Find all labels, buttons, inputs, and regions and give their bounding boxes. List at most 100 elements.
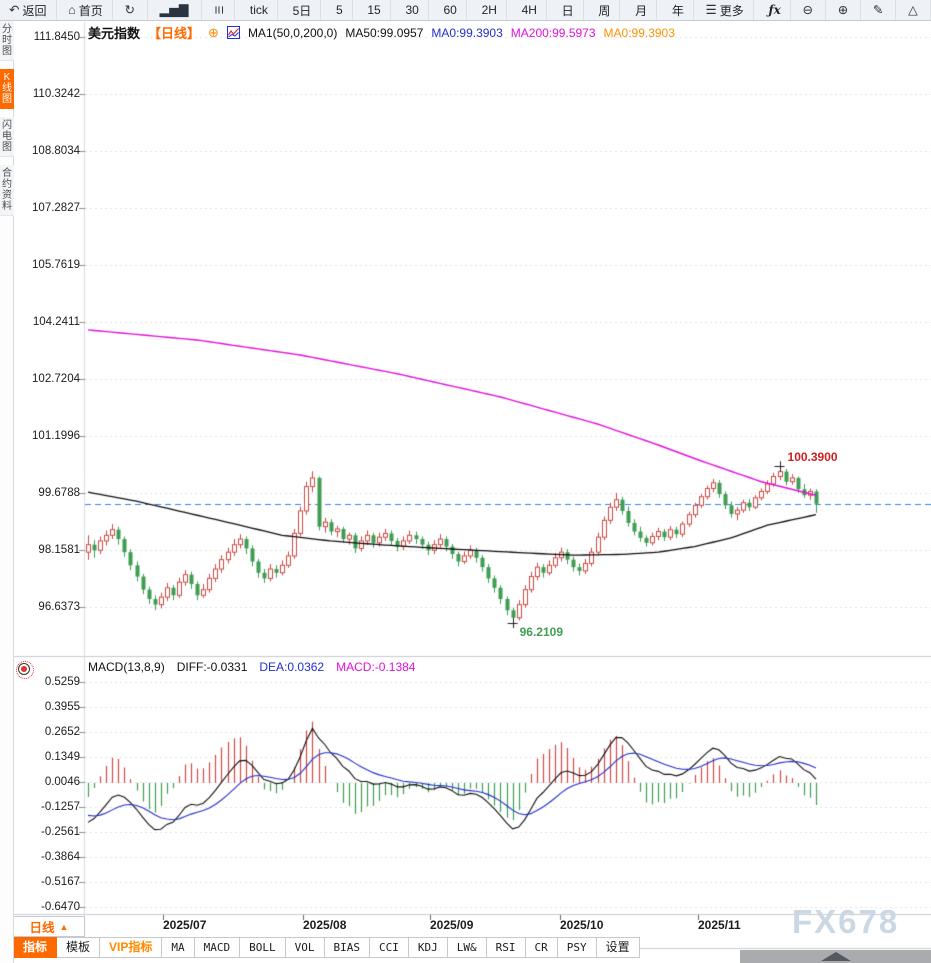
toolbar-item-icon: ⊖ (802, 2, 813, 17)
tab-macd[interactable]: MACD (194, 937, 241, 958)
macd-header: MACD(13,8,9) DIFF:-0.0331 DEA:0.0362 MAC… (88, 660, 415, 674)
toolbar-item-indicator-sliders[interactable]: ☰ (204, 0, 236, 20)
toolbar-item-zoom-out[interactable]: ⊖ (794, 0, 826, 20)
tab-boll[interactable]: BOLL (240, 937, 286, 958)
tab-settings[interactable]: 设置 (596, 937, 640, 958)
toolbar-item-period-day[interactable]: 日 (550, 0, 584, 20)
toolbar-item-period-5d[interactable]: 5日 (281, 0, 322, 20)
macd-diff-value: DIFF:-0.0331 (176, 660, 248, 674)
x-axis-month-2025-11: 2025/11 (698, 918, 741, 932)
toolbar-item-label: 周 (598, 3, 611, 18)
toolbar-item-icon: ✎ (872, 2, 884, 17)
symbol-name: 美元指数 (88, 26, 141, 41)
sidebar-item-flash-chart[interactable]: 闪电图 (0, 117, 14, 157)
toolbar-item-label: tick (249, 3, 268, 17)
macd-axis-label: -0.5167 (40, 876, 80, 888)
toolbar-item-more[interactable]: ☰ 更多 (697, 0, 754, 20)
fx678-watermark: FX678 (792, 903, 900, 940)
tab-kdj[interactable]: KDJ (408, 937, 448, 958)
ma0-orange-value: MA0:99.3903 (603, 25, 675, 40)
add-compare-icon[interactable]: ⊕ (208, 24, 219, 40)
toolbar-item-period-30[interactable]: 30 (393, 0, 429, 20)
macd-axis-label: -0.6470 (40, 901, 80, 913)
macd-axis-label: 0.2652 (44, 726, 80, 738)
toolbar-item-draw-shape[interactable]: △ (899, 0, 931, 20)
price-axis-label: 99.6788 (38, 487, 80, 499)
tab-lwr[interactable]: LW& (447, 937, 487, 958)
toolbar-item-label: 2H (481, 3, 497, 17)
toolbar-item-label: ƒx (768, 3, 781, 17)
x-axis-month-2025-08: 2025/08 (303, 918, 347, 932)
x-axis-month-2025-10: 2025/10 (560, 918, 604, 932)
toolbar-item-period-week[interactable]: 周 (586, 0, 621, 20)
toolbar-item-icon: ☰ (705, 2, 717, 17)
toolbar-item-icon: △ (908, 2, 918, 17)
toolbar-item-label: 60 (443, 3, 457, 17)
toolbar-item-period-month[interactable]: 月 (623, 0, 658, 20)
symbol-header: 美元指数 【日线】 ⊕ MA1(50,0,200,0) MA50:99.0957… (88, 23, 675, 42)
indicator-live-icon[interactable] (16, 661, 34, 679)
sidebar-item-time-share-chart[interactable]: 分时图 (0, 21, 14, 61)
toolbar-item-period-year[interactable]: 年 (660, 0, 694, 20)
sidebar-item-kline-chart[interactable]: K线图 (0, 69, 14, 109)
toolbar-item-icon: ↻ (124, 2, 135, 17)
chart-style-icon[interactable] (226, 26, 240, 39)
tab-cr[interactable]: CR (525, 937, 558, 958)
toolbar-item-kline-chart[interactable]: ▂▅▇ (151, 0, 202, 20)
tab-ma[interactable]: MA (162, 937, 195, 958)
toolbar-item-label: 5日 (292, 3, 312, 18)
toolbar-item-refresh[interactable]: ↻ (115, 0, 148, 20)
triangle-up-icon: ▲ (59, 921, 69, 932)
sidebar-item-contract-info[interactable]: 合约资料 (0, 165, 14, 216)
toolbar-item-period-60[interactable]: 60 (432, 0, 467, 20)
price-axis-label: 110.3242 (32, 88, 80, 100)
toolbar-item-icon: ↶ (9, 2, 20, 17)
ma-settings-label: MA1(50,0,200,0) (247, 25, 338, 40)
x-axis-month-2025-09: 2025/09 (430, 918, 474, 932)
price-axis-label: 101.1996 (32, 430, 80, 442)
macd-axis-label: -0.1257 (40, 801, 80, 813)
ma0-blue-value: MA0:99.3903 (431, 25, 503, 40)
macd-axis-label: -0.2561 (40, 826, 80, 838)
macd-dea-value: DEA:0.0362 (259, 660, 325, 674)
toolbar-item-period-tick[interactable]: tick (238, 0, 278, 20)
period-selector[interactable]: 日线 ▲ (14, 916, 85, 937)
macd-axis-label: -0.3864 (40, 851, 80, 863)
tab-indicator[interactable]: 指标 (14, 937, 58, 958)
toolbar-item-period-4h[interactable]: 4H (510, 0, 547, 20)
toolbar-item-home[interactable]: ⌂ 首页 (59, 0, 113, 20)
ma200-value: MA200:99.5973 (510, 25, 596, 40)
tab-vol[interactable]: VOL (285, 937, 325, 958)
toolbar-item-back[interactable]: ↶ 返回 (0, 0, 57, 20)
toolbar-item-label: 日 (561, 3, 574, 18)
tab-vip-indicator[interactable]: VIP指标 (100, 937, 163, 958)
macd-axis: 0.5259 0.3955 0.2652 0.1349 0.0046 -0.1257 -0.… (10, 675, 80, 914)
toolbar-item-period-2h[interactable]: 2H (470, 0, 507, 20)
toolbar-item-zoom-in[interactable]: ⊕ (829, 0, 862, 20)
tab-cci[interactable]: CCI (370, 937, 409, 958)
tab-psy[interactable]: PSY (557, 937, 597, 958)
indicator-tab-bar: 指标 模板 VIP指标 MA MACD BOLL VOL BIAS CCI KDJ LW& RSI CR… (14, 937, 640, 958)
toolbar-item-period-15[interactable]: 15 (355, 0, 391, 20)
chart-type-sidebar: 分时图 K线图闪电图合约资料 (0, 21, 14, 963)
toolbar-item-label: 30 (405, 3, 419, 17)
expand-up-icon (820, 952, 851, 961)
macd-value: MACD:-0.1384 (336, 660, 416, 674)
macd-axis-label: 0.0046 (44, 776, 80, 788)
price-axis-label: 108.8034 (32, 145, 80, 157)
tab-template[interactable]: 模板 (57, 937, 101, 958)
panel-expand-handle[interactable] (740, 950, 931, 963)
toolbar-item-label: 返回 (22, 3, 47, 18)
tab-bias[interactable]: BIAS (324, 937, 370, 958)
ma50-value: MA50:99.0957 (345, 25, 424, 40)
tab-rsi[interactable]: RSI (486, 937, 526, 958)
macd-axis-label: 0.5259 (44, 676, 80, 688)
price-axis-label: 96.6373 (38, 601, 80, 613)
toolbar-item-period-5[interactable]: 5 (324, 0, 353, 20)
main-price-axis: 111.8450 110.3242 108.8034 107.2827 105.7619… (10, 30, 80, 614)
toolbar-item-draw-pencil[interactable]: ✎ (864, 0, 897, 20)
price-axis-label: 102.7204 (32, 373, 80, 385)
toolbar-item-fx-functions[interactable]: ƒx (756, 0, 791, 20)
price-axis-label: 107.2827 (32, 202, 80, 214)
